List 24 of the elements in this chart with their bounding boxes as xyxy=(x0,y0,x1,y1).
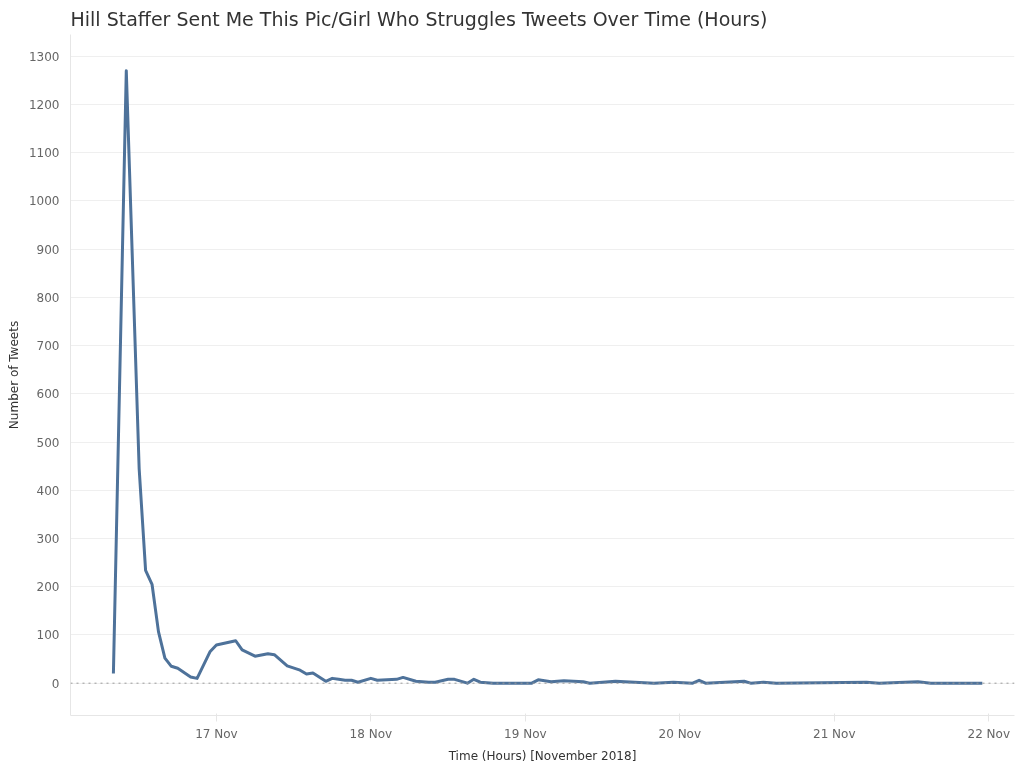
y-tick-label: 200 xyxy=(36,580,60,595)
y-tick-label: 400 xyxy=(36,483,60,498)
y-tick-label: 800 xyxy=(36,290,60,305)
x-tick-label: 19 Nov xyxy=(504,726,547,741)
y-tick-label: 700 xyxy=(36,339,60,354)
x-tick-label: 20 Nov xyxy=(658,726,702,741)
y-tick-label: 1200 xyxy=(28,97,60,112)
y-tick-label: 1300 xyxy=(28,49,60,64)
y-axis-title: Number of Tweets xyxy=(6,320,21,430)
chart-title: Hill Staffer Sent Me This Pic/Girl Who Struggles Tweets Over Time (Hours) xyxy=(70,7,768,30)
y-tick-label: 0 xyxy=(51,676,60,691)
y-tick-label: 100 xyxy=(36,628,60,643)
x-axis-title: Time (Hours) [November 2018] xyxy=(447,748,637,763)
y-tick-label: 500 xyxy=(36,435,60,450)
x-tick-label: 22 Nov xyxy=(967,726,1011,741)
y-tick-label: 300 xyxy=(36,532,60,546)
x-tick-label: 17 Nov xyxy=(195,726,238,741)
x-tick-label: 18 Nov xyxy=(349,726,393,741)
x-tick-label: 21 Nov xyxy=(813,726,856,741)
y-tick-label: 900 xyxy=(36,242,60,257)
line-series xyxy=(111,69,984,685)
y-tick-label: 1000 xyxy=(28,194,60,209)
y-tick-label: 600 xyxy=(36,387,60,402)
y-tick-label: 1100 xyxy=(28,146,60,161)
